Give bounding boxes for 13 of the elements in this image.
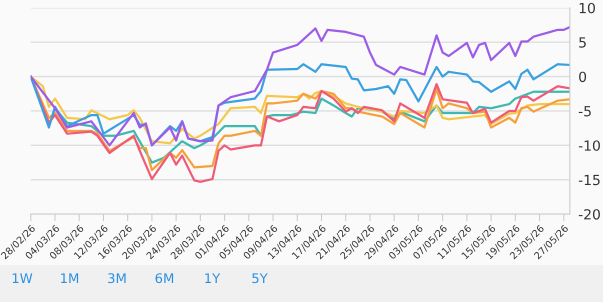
text: 1W	[12, 273, 32, 283]
y-tick-label: 10	[580, 2, 595, 14]
text: 1Y	[205, 273, 220, 283]
text: 3M	[108, 273, 126, 284]
text: 6M	[156, 273, 174, 284]
y-tick-label: -5	[578, 106, 591, 116]
y-tick-label: -10	[578, 140, 600, 151]
text: 1M	[61, 273, 78, 283]
y-tick-label: 5	[579, 37, 586, 48]
y-tick-label: 0	[579, 72, 586, 82]
text: 5Y	[252, 273, 268, 284]
y-tick-label: -15	[578, 174, 600, 186]
y-tick-label: -20	[578, 209, 600, 220]
